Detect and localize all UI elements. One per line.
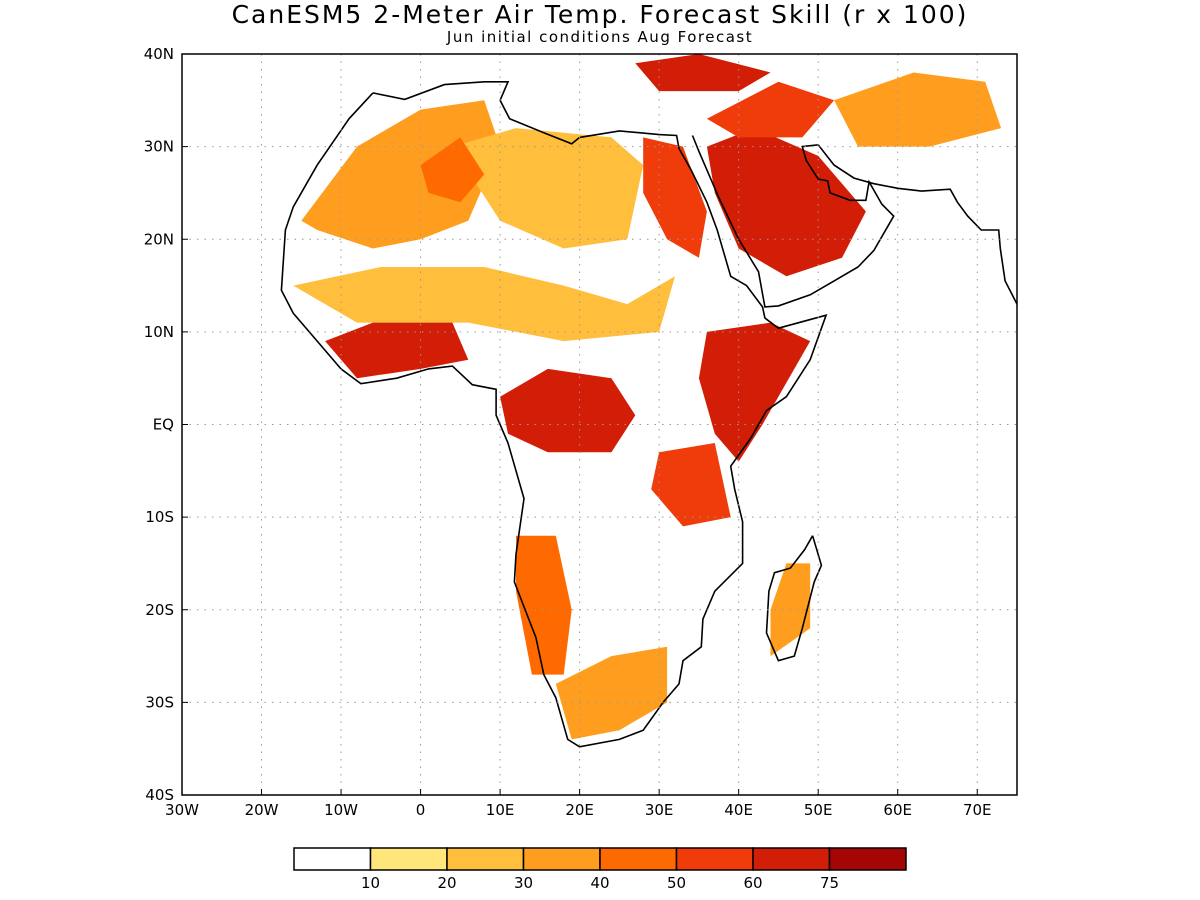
- skill-region-south-africa: [555, 646, 668, 740]
- colorbar-label: 50: [667, 874, 686, 892]
- lon-tick-label: 30W: [165, 801, 199, 819]
- skill-region-sahel: [293, 267, 675, 342]
- colorbar-label: 75: [820, 874, 839, 892]
- skill-region-arabia: [706, 128, 866, 277]
- latitude-axis: 40N 30N 20N 10N EQ 10S 20S 30S 40S: [144, 45, 188, 804]
- lat-tick-label: 10S: [145, 508, 174, 526]
- map-title: CanESM5 2-Meter Air Temp. Forecast Skill…: [231, 0, 969, 29]
- longitude-axis: 30W 20W 10W 0 10E 20E 30E 40E 50E 60E 70E: [165, 789, 992, 819]
- skill-region-middle-east-north: [706, 81, 835, 138]
- lat-tick-label: 20N: [144, 230, 174, 248]
- colorbar-label: 40: [590, 874, 609, 892]
- skill-region-congo: [500, 368, 636, 453]
- colorbar-swatch: [675, 847, 754, 871]
- lon-tick-label: 0: [416, 801, 426, 819]
- lat-tick-label: 40S: [145, 786, 174, 804]
- lat-tick-label: 40N: [144, 45, 174, 63]
- skill-region-tanzania: [651, 443, 731, 527]
- colorbar-label: 10: [361, 874, 380, 892]
- lon-tick-label: 40E: [724, 801, 753, 819]
- skill-region-mediterranean-north: [635, 54, 771, 92]
- lat-tick-label: 30N: [144, 138, 174, 156]
- lat-tick-label: EQ: [153, 416, 174, 434]
- madagascar-coastline: [765, 535, 823, 662]
- lon-tick-label: 10E: [486, 801, 515, 819]
- lat-tick-label: 30S: [145, 693, 174, 711]
- skill-region-iran: [834, 72, 1002, 147]
- lat-tick-label: 20S: [145, 601, 174, 619]
- lon-tick-label: 30E: [645, 801, 674, 819]
- lon-tick-label: 20W: [245, 801, 279, 819]
- colorbar: 10 20 30 40 50 60 75: [293, 847, 907, 892]
- colorbar-swatch: [446, 847, 525, 871]
- skill-region-sahara-central: [452, 128, 644, 249]
- skill-region-egypt-sudan: [643, 137, 707, 258]
- skill-region-north-africa-west: [301, 100, 501, 249]
- colorbar-swatch: [599, 847, 678, 871]
- skill-region-angola-namibia: [516, 535, 572, 675]
- africa-coastline: [280, 81, 828, 748]
- skill-region-guinea-coast: [325, 322, 469, 379]
- arabia-coastline: [691, 135, 1017, 308]
- skill-region-east-africa: [698, 322, 811, 462]
- colorbar-swatch: [752, 847, 831, 871]
- colorbar-swatch: [522, 847, 601, 871]
- colorbar-label: 60: [743, 874, 762, 892]
- coastlines: [280, 81, 1017, 748]
- colorbar-swatch: [369, 847, 448, 871]
- lon-tick-label: 10W: [324, 801, 358, 819]
- colorbar-label: 20: [437, 874, 456, 892]
- lon-tick-label: 60E: [883, 801, 912, 819]
- lon-tick-label: 20E: [565, 801, 594, 819]
- skill-shading: [293, 54, 1002, 740]
- lon-tick-label: 70E: [963, 801, 992, 819]
- lat-tick-label: 10N: [144, 323, 174, 341]
- colorbar-swatch: [293, 847, 372, 871]
- colorbar-swatch: [828, 847, 907, 871]
- lon-tick-label: 50E: [804, 801, 833, 819]
- colorbar-label: 30: [514, 874, 533, 892]
- map-subtitle: Jun initial conditions Aug Forecast: [446, 28, 754, 46]
- skill-region-libya-core: [420, 137, 485, 203]
